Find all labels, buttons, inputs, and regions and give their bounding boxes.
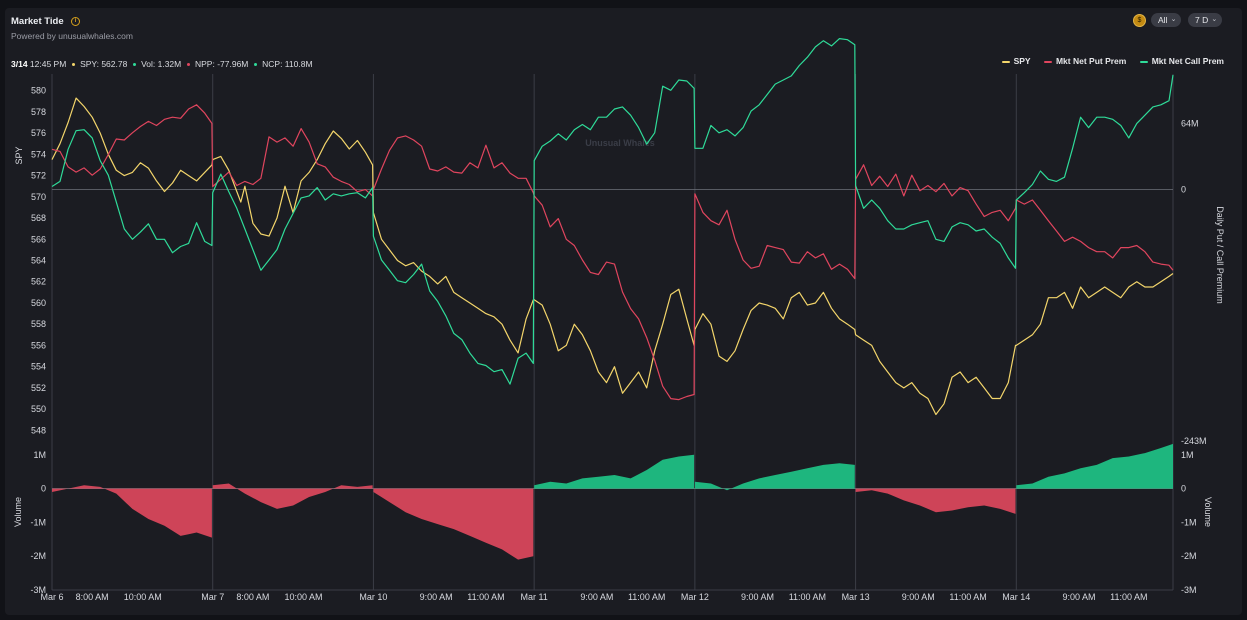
price-tick-label: 570 [31, 192, 46, 202]
x-tick-label: Mar 12 [681, 592, 709, 602]
x-tick-label: Mar 7 [201, 592, 224, 602]
put-premium-line [51, 104, 1174, 401]
call-premium-line [51, 38, 1174, 385]
price-tick-label: 554 [31, 362, 46, 372]
watermark: Unusual Whales [585, 138, 655, 148]
filter-all-dropdown[interactable]: All ⌄ [1151, 13, 1182, 27]
volume-area [373, 488, 534, 560]
volume-area [1016, 443, 1173, 489]
price-tick-label: 558 [31, 319, 46, 329]
legend-item-spy[interactable]: SPY [1001, 56, 1031, 66]
price-tick-label: 568 [31, 213, 46, 223]
x-tick-label: 11:00 AM [467, 592, 504, 602]
status-spy: SPY: 562.78 [80, 59, 128, 69]
volume-area [534, 454, 695, 489]
legend-item-put[interactable]: Mkt Net Put Prem [1043, 56, 1126, 66]
volume-area [694, 463, 855, 491]
x-tick-label: 9:00 AM [1062, 592, 1095, 602]
volume-tick-label: -1M [31, 517, 47, 527]
chart-legend: SPY Mkt Net Put Prem Mkt Net Call Prem [991, 56, 1224, 66]
x-tick-label: 11:00 AM [789, 592, 826, 602]
chevron-down-icon: ⌄ [1170, 16, 1177, 23]
x-tick-label: 9:00 AM [420, 592, 453, 602]
volume-tick-label-right: 1M [1181, 450, 1194, 460]
x-tick-label: Mar 6 [40, 592, 63, 602]
price-tick-label: 572 [31, 171, 46, 181]
volume-tick-label: 0 [41, 484, 46, 494]
x-tick-label: 10:00 AM [124, 592, 162, 602]
price-axis-title: SPY [14, 146, 24, 164]
status-npp: NPP: -77.96M [195, 59, 249, 69]
volume-tick-label-right: -1M [1181, 517, 1197, 527]
volume-axis-title-right: Volume [1203, 497, 1213, 527]
price-tick-label: 566 [31, 234, 46, 244]
volume-axis-title: Volume [13, 497, 23, 527]
x-tick-label: Mar 14 [1002, 592, 1030, 602]
x-tick-label: 8:00 AM [76, 592, 109, 602]
x-tick-label: 10:00 AM [285, 592, 323, 602]
volume-area [212, 483, 373, 509]
vol-dot [132, 63, 136, 67]
range-dropdown[interactable]: 7 D ⌄ [1188, 13, 1223, 27]
price-tick-label: 562 [31, 277, 46, 287]
price-tick-label: 574 [31, 149, 46, 159]
status-ncp: NCP: 110.8M [262, 59, 313, 69]
range-label: 7 D [1195, 15, 1209, 25]
price-tick-label: 556 [31, 340, 46, 350]
x-tick-label: 9:00 AM [580, 592, 613, 602]
volume-tick-label-right: -2M [1181, 551, 1197, 561]
price-tick-label: 548 [31, 425, 46, 435]
x-tick-label: Mar 13 [842, 592, 870, 602]
legend-item-call[interactable]: Mkt Net Call Prem [1139, 56, 1224, 66]
premium-tick-label: 64M [1181, 118, 1199, 128]
x-tick-label: 11:00 AM [949, 592, 986, 602]
x-tick-label: Mar 11 [520, 592, 547, 602]
volume-tick-label-right: -3M [1181, 585, 1197, 595]
price-tick-label: 560 [31, 298, 46, 308]
x-tick-label: 8:00 AM [236, 592, 269, 602]
x-tick-label: 11:00 AM [1110, 592, 1147, 602]
price-tick-label: 564 [31, 256, 46, 266]
spy-dot [71, 63, 75, 67]
price-tick-label: 578 [31, 107, 46, 117]
price-tick-label: 576 [31, 128, 46, 138]
volume-tick-label: 1M [33, 450, 46, 460]
price-tick-label: 550 [31, 404, 46, 414]
price-tick-label: 552 [31, 383, 46, 393]
x-tick-label: 9:00 AM [741, 592, 774, 602]
volume-tick-label: -2M [31, 551, 47, 561]
premium-tick-label: -243M [1181, 436, 1207, 446]
info-icon[interactable]: i [71, 17, 80, 26]
volume-tick-label: -3M [31, 585, 47, 595]
coin-icon[interactable]: $ [1133, 14, 1146, 27]
chevron-down-icon: ⌄ [1211, 16, 1218, 23]
spy-line [51, 97, 1174, 416]
x-tick-label: 9:00 AM [902, 592, 935, 602]
volume-area [855, 488, 1016, 514]
x-tick-label: Mar 10 [359, 592, 387, 602]
status-readout: 3/14 12:45 PM SPY: 562.78 Vol: 1.32M NPP… [11, 59, 313, 69]
widget-title: Market Tide [11, 16, 64, 27]
status-date: 3/14 [11, 59, 28, 69]
filter-all-label: All [1158, 15, 1168, 25]
status-time: 12:45 PM [29, 59, 67, 69]
premium-axis-title: Daily Put / Call Premium [1215, 206, 1225, 304]
npp-dot [186, 63, 190, 67]
premium-tick-label: 0 [1181, 185, 1186, 195]
x-tick-label: 11:00 AM [628, 592, 665, 602]
status-vol: Vol: 1.32M [141, 59, 182, 69]
price-tick-label: 580 [31, 86, 46, 96]
volume-tick-label-right: 0 [1181, 484, 1186, 494]
widget-subtitle: Powered by unusualwhales.com [11, 31, 133, 41]
ncp-dot [253, 63, 257, 67]
volume-area [52, 485, 212, 538]
